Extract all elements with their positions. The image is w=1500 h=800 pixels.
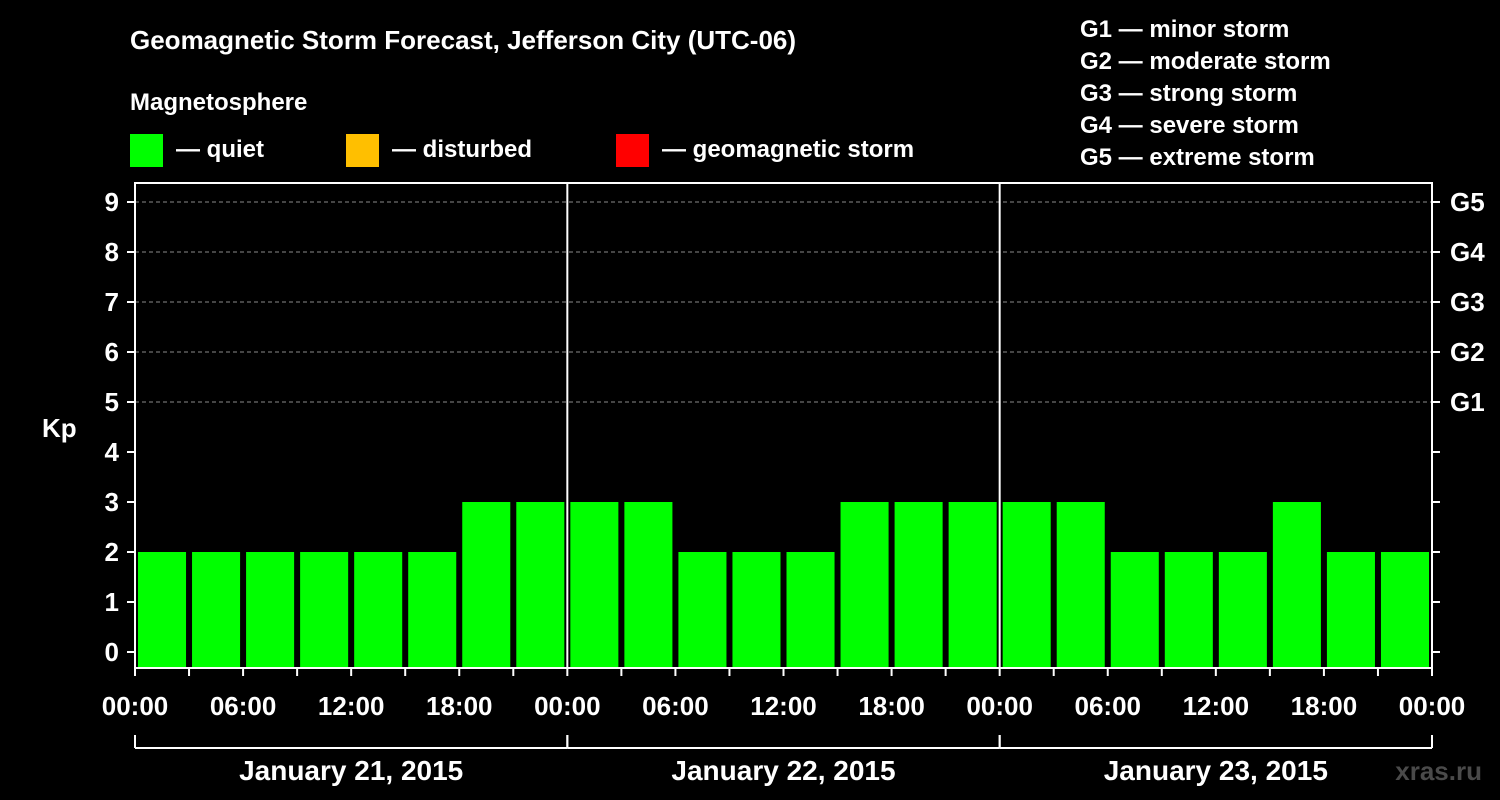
bar-12	[732, 552, 781, 668]
storm-scale-item-4: G4 — severe storm	[1080, 112, 1299, 139]
bar-3	[246, 552, 295, 668]
day-label-1: January 21, 2015	[239, 755, 463, 786]
bar-15	[894, 502, 943, 668]
storm-level-ticks: G1 G2 G3 G4 G5	[1450, 187, 1485, 417]
bar-8	[516, 502, 565, 668]
bar-6	[408, 552, 457, 668]
bar-14	[840, 502, 889, 668]
x-tick-label-8: 00:00	[966, 691, 1033, 721]
y-axis-label: Kp	[42, 413, 77, 443]
day-label-3: January 23, 2015	[1104, 755, 1328, 786]
storm-level-label-g5: G5	[1450, 187, 1485, 217]
bar-19	[1110, 552, 1159, 668]
bar-24	[1380, 552, 1429, 668]
bar-7	[462, 502, 511, 668]
bar-5	[354, 552, 403, 668]
bar-23	[1326, 552, 1375, 668]
x-tick-label-6: 12:00	[750, 691, 817, 721]
x-tick-label-3: 18:00	[426, 691, 493, 721]
storm-level-label-g1: G1	[1450, 387, 1485, 417]
legend-label-1: — quiet	[176, 136, 264, 163]
legend: — quiet — disturbed — geomagnetic storm	[130, 134, 914, 167]
bar-16	[948, 502, 997, 668]
storm-scale-item-1: G1 — minor storm	[1080, 16, 1289, 43]
x-tick-label-0: 00:00	[102, 691, 169, 721]
bar-11	[678, 552, 727, 668]
bar-4	[300, 552, 349, 668]
y-tick-label-1: 1	[105, 587, 119, 617]
bar-18	[1056, 502, 1105, 668]
y-tick-label-5: 5	[105, 387, 119, 417]
storm-level-label-g2: G2	[1450, 337, 1485, 367]
bar-21	[1218, 552, 1267, 668]
bar-10	[624, 502, 673, 668]
x-tick-label-11: 18:00	[1291, 691, 1358, 721]
day-brackets: January 21, 2015 January 22, 2015 January …	[134, 735, 1433, 786]
plot-frame	[134, 182, 1433, 669]
y-tick-label-8: 8	[105, 237, 119, 267]
y-tick-label-2: 2	[105, 537, 119, 567]
x-tick-label-7: 18:00	[858, 691, 925, 721]
legend-heading: Magnetosphere	[130, 89, 307, 116]
y-tick-label-9: 9	[105, 187, 119, 217]
y-tick-label-0: 0	[105, 637, 119, 667]
legend-label-2: — disturbed	[392, 136, 532, 163]
legend-swatch-2	[346, 134, 379, 167]
storm-level-label-g4: G4	[1450, 237, 1485, 267]
bar-2	[192, 552, 241, 668]
day-label-2: January 22, 2015	[671, 755, 895, 786]
legend-swatch-3	[616, 134, 649, 167]
bar-17	[1002, 502, 1051, 668]
x-tick-label-2: 12:00	[318, 691, 385, 721]
y-tick-label-7: 7	[105, 287, 119, 317]
y-tick-label-4: 4	[105, 437, 120, 467]
y-axis-ticks: 0 1 2 3 4 5 6 7 8 9	[105, 187, 1440, 667]
bar-1	[138, 552, 187, 668]
bar-13	[786, 552, 835, 668]
legend-swatch-1	[130, 134, 163, 167]
chart-title: Geomagnetic Storm Forecast, Jefferson Ci…	[130, 25, 796, 55]
legend-label-3: — geomagnetic storm	[662, 136, 914, 163]
x-tick-label-10: 12:00	[1183, 691, 1250, 721]
bar-22	[1272, 502, 1321, 668]
bars	[138, 502, 1429, 668]
y-tick-label-3: 3	[105, 487, 119, 517]
grid-lines	[135, 201, 1432, 403]
x-axis-ticks: 00:00 06:00 12:00 18:00 00:00 06:00 12:00 18:00…	[102, 668, 1466, 721]
storm-scale-item-3: G3 — strong storm	[1080, 80, 1297, 107]
storm-scale-item-2: G2 — moderate storm	[1080, 48, 1331, 75]
bar-9	[570, 502, 619, 668]
storm-scale-legend: G1 — minor storm G2 — moderate storm G3 — …	[1080, 16, 1331, 171]
y-tick-label-6: 6	[105, 337, 119, 367]
storm-scale-item-5: G5 — extreme storm	[1080, 144, 1315, 171]
bar-20	[1164, 552, 1213, 668]
watermark: xras.ru	[1395, 756, 1482, 786]
x-tick-label-5: 06:00	[642, 691, 709, 721]
x-tick-label-12: 00:00	[1399, 691, 1466, 721]
storm-level-label-g3: G3	[1450, 287, 1485, 317]
x-tick-label-1: 06:00	[210, 691, 277, 721]
x-tick-label-9: 06:00	[1075, 691, 1142, 721]
x-tick-label-4: 00:00	[534, 691, 601, 721]
